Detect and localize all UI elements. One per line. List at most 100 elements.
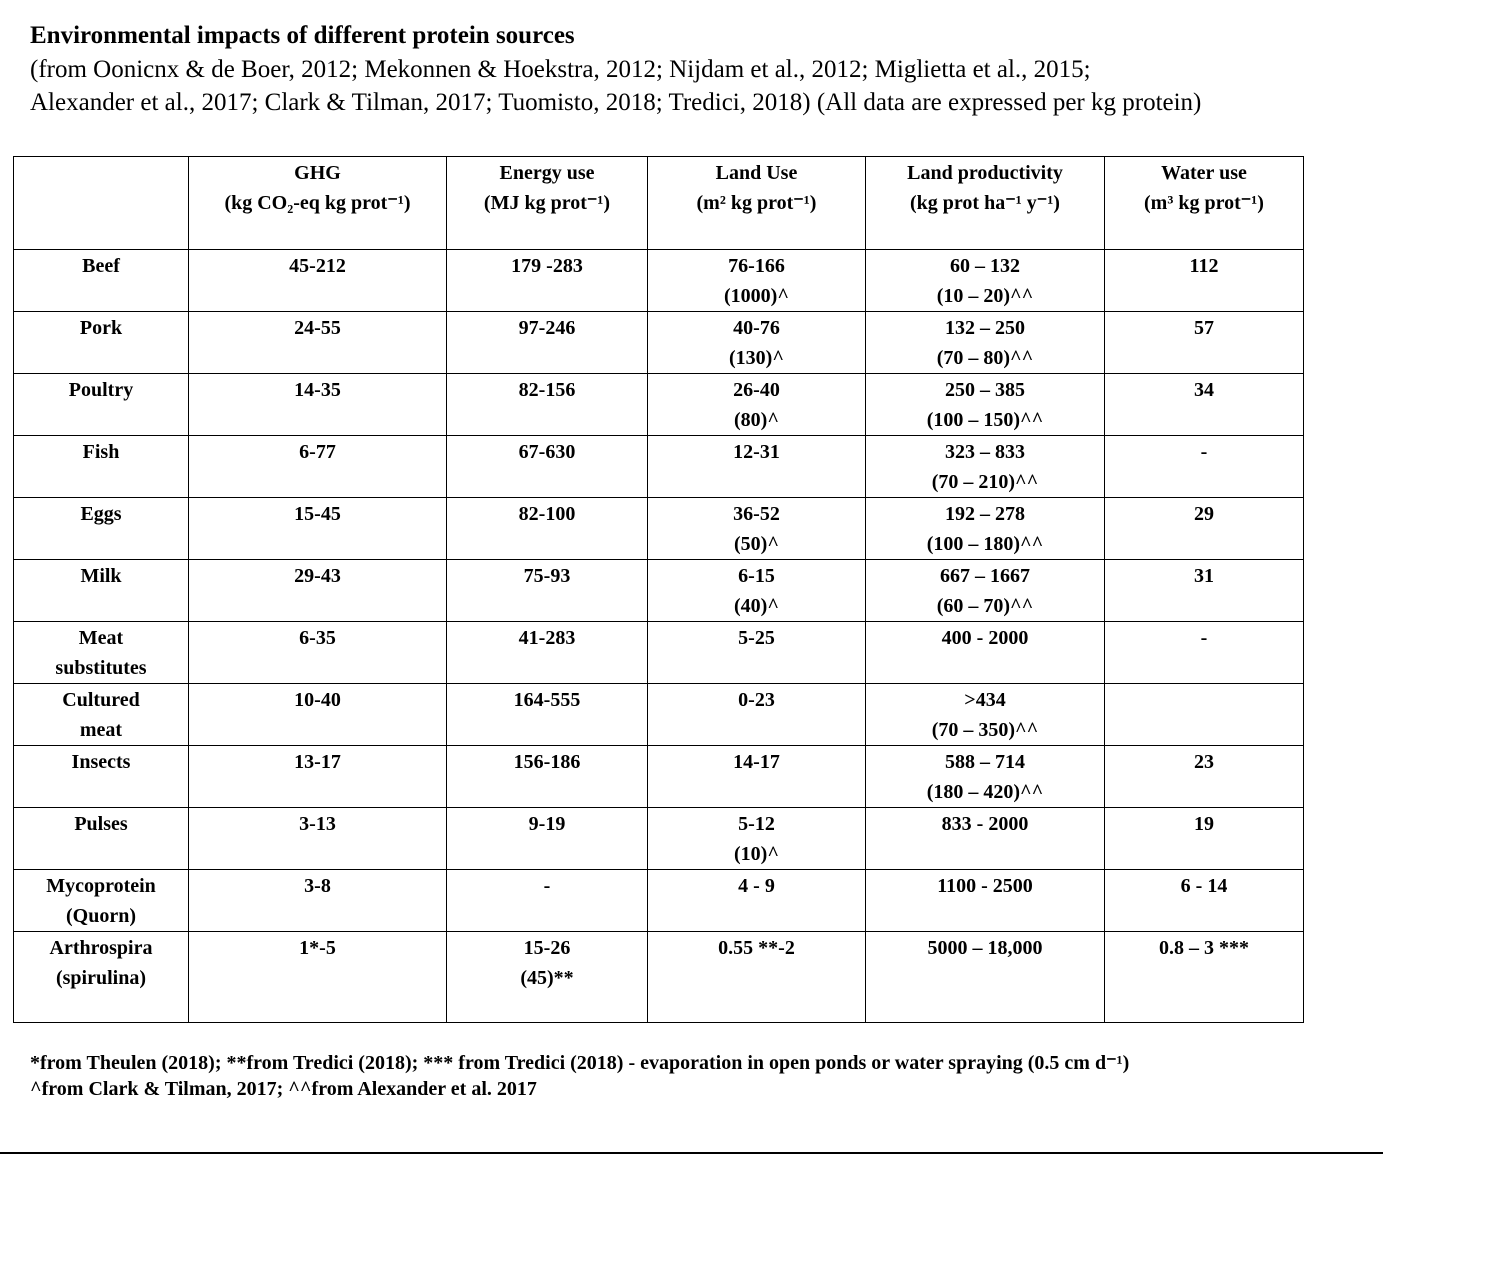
- table-row: Insects 13-17 156-186 14-17 588 – 714 (180 – …: [13, 745, 1304, 808]
- table-row: Pork 24-55 97-246 40-76 (130)^ 132 – 250 (70 –…: [13, 311, 1304, 374]
- cell-line: (40)^: [734, 595, 779, 617]
- cell: 60 – 132 (10 – 20)^^: [865, 249, 1105, 312]
- cell: 23: [1104, 745, 1304, 808]
- cell: 15-26 (45)**: [446, 931, 648, 1023]
- cell-line: 5000 – 18,000: [927, 937, 1043, 959]
- column-unit: (MJ kg prot⁻¹): [483, 192, 611, 214]
- cell-line: 6-35: [299, 627, 336, 649]
- cell: -: [1104, 435, 1304, 498]
- cell-line: 112: [1189, 255, 1219, 277]
- cell: 97-246: [446, 311, 648, 374]
- row-label-line: Pork: [79, 317, 123, 339]
- cell-line: 24-55: [294, 317, 341, 339]
- cell-line: 156-186: [513, 751, 581, 773]
- row-label: Pulses: [13, 807, 189, 870]
- cell: 164-555: [446, 683, 648, 746]
- cell-line: (1000)^: [724, 285, 789, 307]
- cell: 75-93: [446, 559, 648, 622]
- cell-line: (45)**: [520, 967, 574, 989]
- cell: 4 - 9: [647, 869, 866, 932]
- cell: 3-13: [188, 807, 447, 870]
- cell-line: 97-246: [518, 317, 576, 339]
- header-row: GHG (kg CO₂-eq kg prot⁻¹) Energy use (MJ kg…: [13, 156, 1304, 250]
- cell: 31: [1104, 559, 1304, 622]
- cell-line: 833 - 2000: [941, 813, 1029, 835]
- column-header: Land Use (m² kg prot⁻¹): [647, 156, 866, 250]
- cell-line: 26-40: [733, 379, 780, 401]
- column-unit: (m³ kg prot⁻¹): [1144, 192, 1264, 214]
- table-row: Poultry 14-35 82-156 26-40 (80)^ 250 – 385 (10…: [13, 373, 1304, 436]
- cell: [1104, 683, 1304, 746]
- cell-line: 0-23: [738, 689, 775, 711]
- cell: 5-25: [647, 621, 866, 684]
- cell: 0.55 **-2: [647, 931, 866, 1023]
- cell-line: 250 – 385: [945, 379, 1025, 401]
- title: Environmental impacts of different prote…: [30, 22, 575, 49]
- row-label: Beef: [13, 249, 189, 312]
- cell-line: 6 - 14: [1180, 875, 1228, 897]
- cell-line: 75-93: [523, 565, 571, 587]
- cell-line: 36-52: [733, 503, 780, 525]
- row-label-line: Cultured: [62, 689, 140, 711]
- cell: 12-31: [647, 435, 866, 498]
- cell: 57: [1104, 311, 1304, 374]
- table-row: Fish 6-77 67-630 12-31 323 – 833 (70 – 210)^^…: [13, 435, 1304, 498]
- cell: 0-23: [647, 683, 866, 746]
- cell-line: (80)^: [734, 409, 779, 431]
- cell-line: 0.8 – 3 ***: [1159, 937, 1249, 959]
- row-label-line: meat: [79, 719, 123, 741]
- cell: 14-35: [188, 373, 447, 436]
- cell: 41-283: [446, 621, 648, 684]
- cell-line: -: [1200, 627, 1208, 649]
- cell-line: 12-31: [733, 441, 780, 463]
- row-label-line: Meat: [78, 627, 124, 649]
- cell-line: -: [543, 875, 551, 897]
- table-row: Mycoprotein (Quorn) 3-8 - 4 - 9 1100 - 2500 6 …: [13, 869, 1304, 932]
- column-unit: (kg CO₂-eq kg prot⁻¹): [224, 192, 411, 214]
- cell-line: 192 – 278: [945, 503, 1025, 525]
- cell-line: (130)^: [729, 347, 784, 369]
- cell-line: 34: [1194, 379, 1214, 401]
- table-row: Eggs 15-45 82-100 36-52 (50)^ 192 – 278 (100 –…: [13, 497, 1304, 560]
- table-row: Arthrospira (spirulina) 1*-5 15-26 (45)** 0.5…: [13, 931, 1304, 1023]
- row-label-line: (spirulina): [55, 967, 147, 989]
- row-label-line: Eggs: [80, 503, 122, 525]
- cell-line: 6-77: [299, 441, 336, 463]
- column-header: GHG (kg CO₂-eq kg prot⁻¹): [188, 156, 447, 250]
- cell: 29-43: [188, 559, 447, 622]
- cell-line: 29-43: [294, 565, 341, 587]
- table-body: Beef 45-212 179 -283 76-166 (1000)^ 60 – 132 (…: [13, 249, 1304, 1023]
- cell-line: 10-40: [294, 689, 341, 711]
- cell-line: (70 – 350)^^: [931, 719, 1039, 741]
- column-name: Land productivity: [907, 162, 1063, 184]
- cell-line: 40-76: [733, 317, 780, 339]
- row-label: Milk: [13, 559, 189, 622]
- cell-line: (60 – 70)^^: [936, 595, 1034, 617]
- cell-line: 57: [1194, 317, 1214, 339]
- cell-line: 13-17: [294, 751, 341, 773]
- cell-line: (10)^: [734, 843, 779, 865]
- column-unit: (m² kg prot⁻¹): [696, 192, 817, 214]
- cell: 179 -283: [446, 249, 648, 312]
- cell: 192 – 278 (100 – 180)^^: [865, 497, 1105, 560]
- row-label: Arthrospira (spirulina): [13, 931, 189, 1023]
- cell: 6-77: [188, 435, 447, 498]
- cell-line: 164-555: [513, 689, 581, 711]
- cell-line: 41-283: [518, 627, 576, 649]
- cell: 67-630: [446, 435, 648, 498]
- cell-line: (70 – 80)^^: [936, 347, 1034, 369]
- row-label-line: Fish: [82, 441, 120, 463]
- table: GHG (kg CO₂-eq kg prot⁻¹) Energy use (MJ kg…: [13, 156, 1304, 1023]
- row-label: Eggs: [13, 497, 189, 560]
- cell: 250 – 385 (100 – 150)^^: [865, 373, 1105, 436]
- corner-cell: [13, 156, 189, 250]
- cell: 3-8: [188, 869, 447, 932]
- cell-line: 3-8: [304, 875, 331, 897]
- table-row: Beef 45-212 179 -283 76-166 (1000)^ 60 – 132 (…: [13, 249, 1304, 312]
- cell-line: 76-166: [728, 255, 785, 277]
- table-row: Pulses 3-13 9-19 5-12 (10)^ 833 - 2000 19: [13, 807, 1304, 870]
- cell: 36-52 (50)^: [647, 497, 866, 560]
- row-label: Cultured meat: [13, 683, 189, 746]
- cell: 82-156: [446, 373, 648, 436]
- cell-line: 132 – 250: [945, 317, 1025, 339]
